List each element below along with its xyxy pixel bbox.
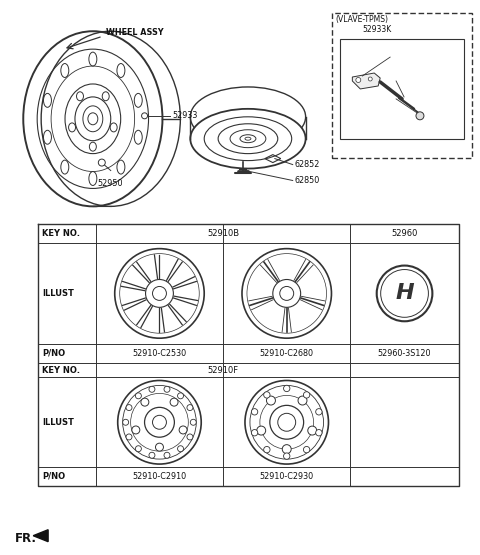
Ellipse shape [135,393,142,399]
Text: KEY NO.: KEY NO. [42,229,80,238]
Ellipse shape [141,398,149,406]
Ellipse shape [218,124,278,154]
Ellipse shape [178,446,183,452]
Ellipse shape [252,408,258,415]
Ellipse shape [273,280,300,307]
Ellipse shape [303,392,310,398]
Ellipse shape [308,426,317,435]
Bar [340,39,464,139]
Text: 52910-C2930: 52910-C2930 [260,472,314,481]
Ellipse shape [118,381,201,464]
Text: 52910-C2910: 52910-C2910 [132,472,187,481]
Text: 52960: 52960 [391,229,418,238]
Text: ILLUST: ILLUST [42,418,74,427]
Text: H: H [395,284,414,304]
Ellipse shape [145,280,173,307]
Text: 62850: 62850 [295,176,320,185]
Polygon shape [33,529,48,542]
Text: 24537: 24537 [392,94,414,100]
Ellipse shape [187,405,193,411]
Bar [333,13,472,158]
Ellipse shape [264,446,270,453]
Ellipse shape [270,405,304,439]
Text: 52960-3S120: 52960-3S120 [378,349,432,357]
Ellipse shape [144,407,174,437]
Ellipse shape [115,249,204,338]
Ellipse shape [252,430,258,436]
Ellipse shape [230,130,266,148]
Text: 52910-C2530: 52910-C2530 [132,349,187,357]
Ellipse shape [368,77,372,81]
Text: 52933K: 52933K [362,25,392,34]
Ellipse shape [123,419,129,425]
Text: 52933: 52933 [172,112,198,120]
Ellipse shape [284,385,290,392]
Ellipse shape [132,426,140,434]
Ellipse shape [278,413,296,431]
Ellipse shape [204,117,292,160]
Ellipse shape [316,430,322,436]
Ellipse shape [416,112,424,120]
Ellipse shape [257,426,265,435]
Ellipse shape [377,265,432,321]
Text: 52933E: 52933E [392,54,419,60]
Ellipse shape [260,395,313,449]
Ellipse shape [98,159,105,166]
Text: 52910B: 52910B [207,229,239,238]
Text: WHEEL ASSY: WHEEL ASSY [106,28,163,37]
Ellipse shape [153,286,167,300]
Text: 52933D: 52933D [398,76,426,82]
Ellipse shape [88,113,98,125]
Text: 52910-C2680: 52910-C2680 [260,349,314,357]
Ellipse shape [131,393,188,451]
Ellipse shape [190,419,196,425]
Ellipse shape [356,78,361,83]
Text: P/NO: P/NO [42,472,65,481]
Ellipse shape [120,254,199,333]
Ellipse shape [153,415,167,429]
Text: 62852: 62852 [295,160,320,169]
Ellipse shape [190,87,306,147]
Ellipse shape [156,443,164,451]
Text: ILLUST: ILLUST [42,289,74,298]
Ellipse shape [126,434,132,440]
Ellipse shape [266,396,276,405]
Ellipse shape [303,446,310,453]
Polygon shape [352,73,380,89]
Ellipse shape [178,393,183,399]
Ellipse shape [245,381,328,464]
Ellipse shape [135,446,142,452]
Ellipse shape [250,386,324,459]
Ellipse shape [164,452,170,458]
Ellipse shape [298,396,307,405]
Ellipse shape [316,408,322,415]
Ellipse shape [149,386,155,392]
Ellipse shape [280,286,294,300]
Ellipse shape [240,135,256,143]
Ellipse shape [126,405,132,411]
Ellipse shape [381,270,429,317]
Ellipse shape [123,386,196,459]
Ellipse shape [242,249,332,338]
Ellipse shape [187,434,193,440]
Ellipse shape [170,398,178,406]
Ellipse shape [245,137,251,140]
Ellipse shape [264,392,270,398]
Text: KEY NO.: KEY NO. [42,366,80,375]
Text: 52910F: 52910F [207,366,239,375]
Ellipse shape [284,453,290,460]
Text: 52950: 52950 [98,179,123,188]
Ellipse shape [190,109,306,169]
Text: FR.: FR. [15,532,37,545]
Ellipse shape [179,426,187,434]
Ellipse shape [164,386,170,392]
Ellipse shape [247,254,326,333]
Ellipse shape [282,445,291,453]
Ellipse shape [149,452,155,458]
Text: (VLAVE-TPMS): (VLAVE-TPMS) [336,15,388,24]
Text: P/NO: P/NO [42,349,65,357]
